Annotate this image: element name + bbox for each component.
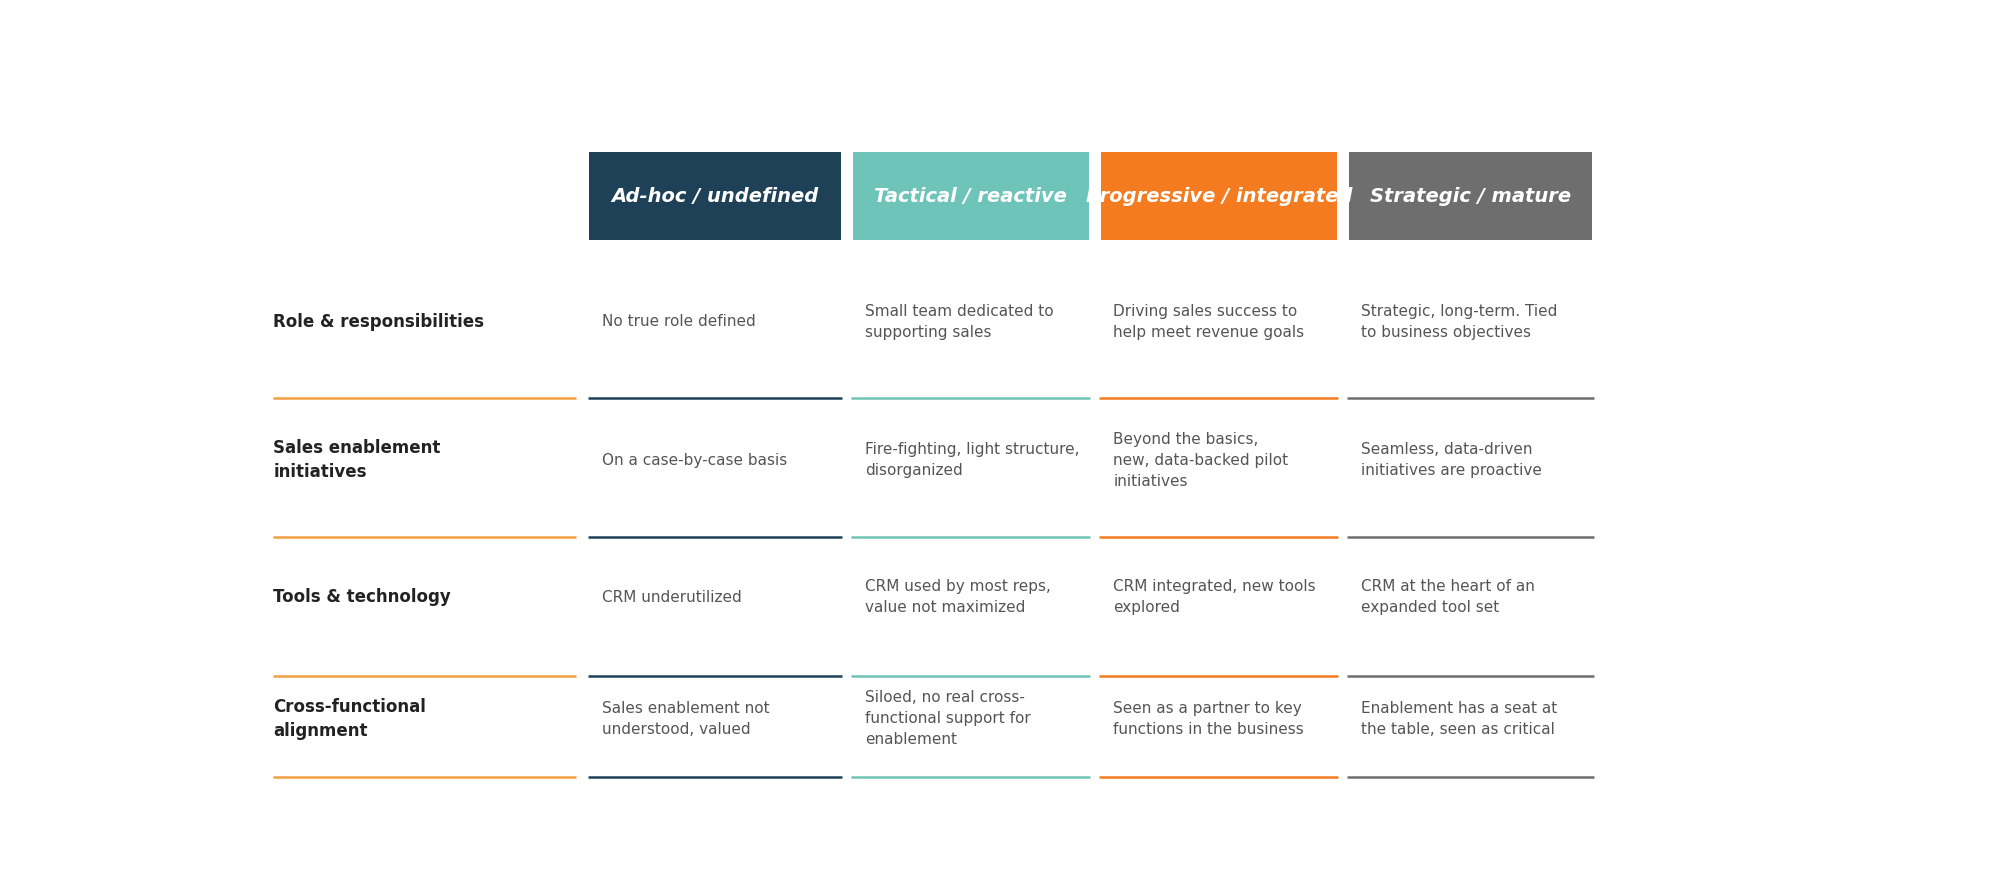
Text: Beyond the basics,
new, data-backed pilot
initiatives: Beyond the basics, new, data-backed pilo…: [1114, 431, 1288, 488]
FancyBboxPatch shape: [852, 153, 1088, 240]
FancyBboxPatch shape: [590, 153, 840, 240]
Text: Sales enablement
initiatives: Sales enablement initiatives: [274, 439, 440, 481]
Text: Progressive / integrated: Progressive / integrated: [1086, 187, 1352, 206]
FancyBboxPatch shape: [1348, 153, 1592, 240]
Text: Driving sales success to
help meet revenue goals: Driving sales success to help meet reven…: [1114, 303, 1304, 339]
Text: No true role defined: No true role defined: [602, 314, 756, 329]
Text: CRM at the heart of an
expanded tool set: CRM at the heart of an expanded tool set: [1362, 579, 1536, 615]
Text: Fire-fighting, light structure,
disorganized: Fire-fighting, light structure, disorgan…: [866, 442, 1080, 478]
Text: Tools & technology: Tools & technology: [274, 588, 452, 605]
Text: Seamless, data-driven
initiatives are proactive: Seamless, data-driven initiatives are pr…: [1362, 442, 1542, 478]
Text: On a case-by-case basis: On a case-by-case basis: [602, 453, 788, 467]
Text: Cross-functional
alignment: Cross-functional alignment: [274, 697, 426, 738]
FancyBboxPatch shape: [1100, 153, 1336, 240]
Text: CRM underutilized: CRM underutilized: [602, 589, 742, 604]
Text: Seen as a partner to key
functions in the business: Seen as a partner to key functions in th…: [1114, 700, 1304, 736]
Text: CRM used by most reps,
value not maximized: CRM used by most reps, value not maximiz…: [866, 579, 1052, 615]
Text: Role & responsibilities: Role & responsibilities: [274, 312, 484, 331]
Text: Siloed, no real cross-
functional support for
enablement: Siloed, no real cross- functional suppor…: [866, 689, 1032, 746]
Text: CRM integrated, new tools
explored: CRM integrated, new tools explored: [1114, 579, 1316, 615]
Text: Ad-hoc / undefined: Ad-hoc / undefined: [612, 187, 818, 206]
Text: Strategic, long-term. Tied
to business objectives: Strategic, long-term. Tied to business o…: [1362, 303, 1558, 339]
Text: Enablement has a seat at
the table, seen as critical: Enablement has a seat at the table, seen…: [1362, 700, 1558, 736]
Text: Small team dedicated to
supporting sales: Small team dedicated to supporting sales: [866, 303, 1054, 339]
Text: Strategic / mature: Strategic / mature: [1370, 187, 1572, 206]
Text: Tactical / reactive: Tactical / reactive: [874, 187, 1068, 206]
Text: Sales enablement not
understood, valued: Sales enablement not understood, valued: [602, 700, 770, 736]
